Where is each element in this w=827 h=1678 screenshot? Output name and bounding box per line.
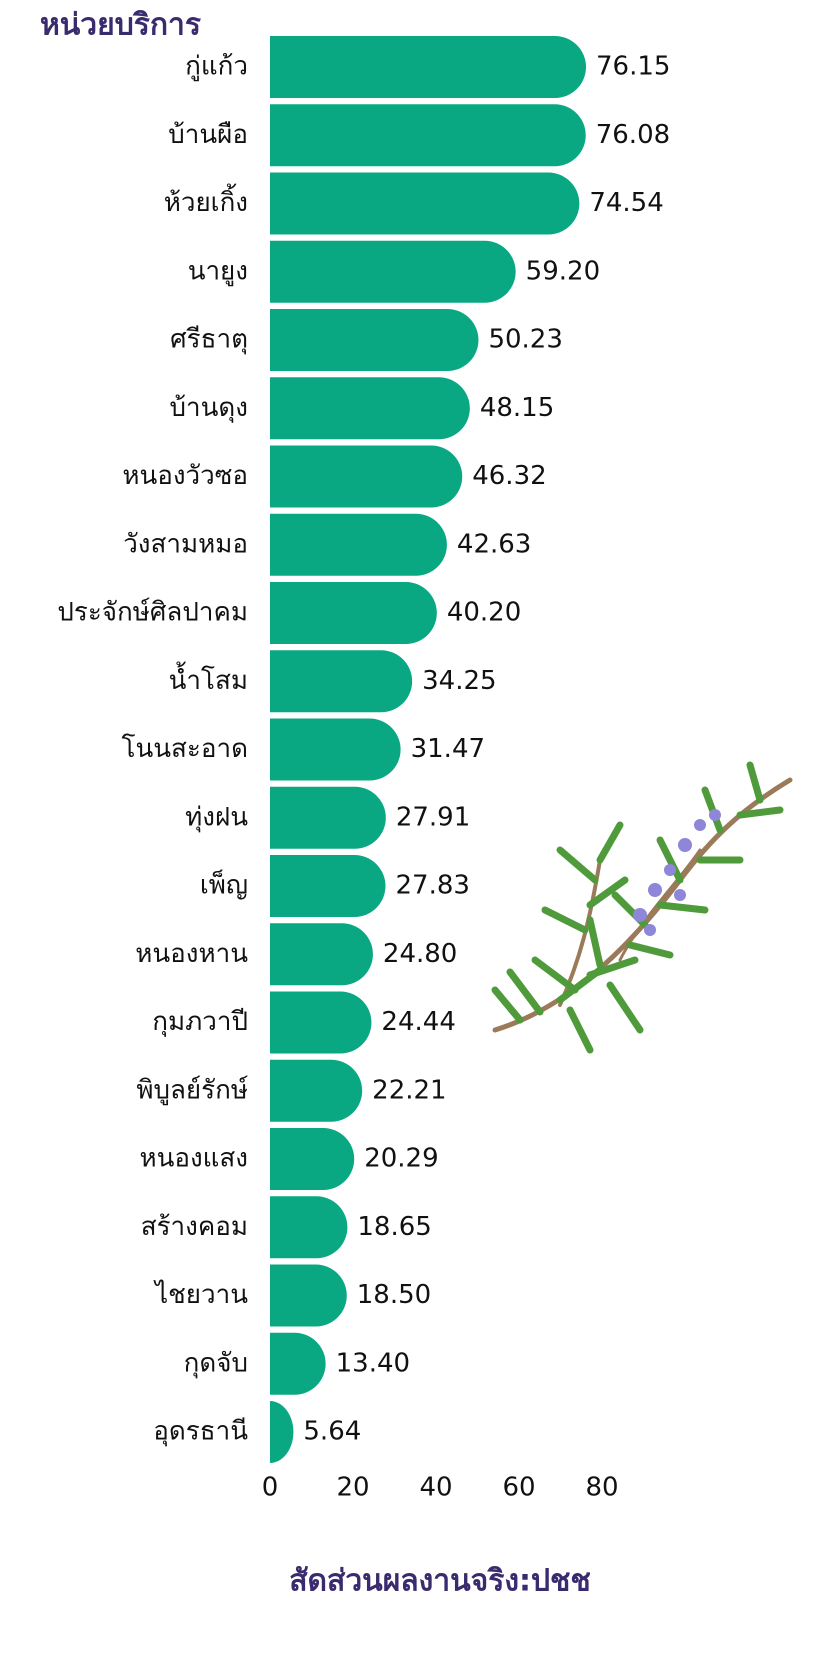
x-tick-label: 20 [336, 1473, 369, 1503]
bar [270, 1401, 293, 1463]
rosemary-illustration [495, 765, 790, 1050]
category-label: เพ็ญ [200, 869, 248, 901]
value-label: 76.15 [596, 52, 670, 82]
bar [270, 1196, 347, 1258]
bar [270, 446, 462, 508]
value-label: 48.15 [480, 393, 554, 423]
category-label: โนนสะอาด [122, 733, 248, 764]
category-label: ห้วยเกิ้ง [164, 183, 248, 218]
bar [270, 855, 385, 917]
value-label: 22.21 [372, 1075, 446, 1105]
category-label: กุดจับ [184, 1348, 248, 1378]
x-axis-label: สัดส่วนผลงานจริง:ปชช [289, 1564, 591, 1599]
bar [270, 173, 579, 235]
value-label: 42.63 [457, 529, 531, 559]
bar [270, 1333, 326, 1395]
category-label: ไชยวาน [153, 1279, 248, 1310]
category-label: บ้านดุง [170, 393, 248, 423]
category-label: หนองวัวซอ [122, 461, 248, 491]
category-label: ศรีธาตุ [170, 325, 248, 355]
category-label: ทุ่งฝน [185, 802, 248, 832]
category-label: บ้านผือ [168, 120, 248, 150]
value-label: 40.20 [447, 598, 521, 628]
bar [270, 241, 516, 303]
category-label: ประจักษ์ศิลปาคม [57, 598, 248, 628]
bar [270, 514, 447, 576]
bar [270, 104, 586, 166]
value-label: 20.29 [364, 1144, 438, 1174]
value-label: 18.65 [357, 1212, 431, 1242]
value-label: 24.80 [383, 939, 457, 969]
value-label: 50.23 [488, 325, 562, 355]
value-label: 59.20 [526, 256, 600, 286]
bar [270, 923, 373, 985]
bar [270, 1060, 362, 1122]
chart: หน่วยบริการ สัดส่วนผลงานจริง:ปชช 0 20 40 60… [0, 0, 827, 1674]
value-label: 13.40 [336, 1348, 410, 1378]
value-label: 18.50 [357, 1280, 431, 1310]
bar [270, 36, 586, 98]
bar [270, 1128, 354, 1190]
value-label: 24.44 [381, 1007, 455, 1037]
x-tick-label: 60 [502, 1473, 535, 1503]
value-label: 74.54 [589, 188, 663, 218]
value-label: 27.83 [395, 871, 469, 901]
value-label: 46.32 [472, 461, 546, 491]
bar [270, 650, 412, 712]
bar [270, 1265, 347, 1327]
value-label: 5.64 [303, 1417, 361, 1447]
bar [270, 377, 470, 439]
bar [270, 309, 478, 371]
x-tick-label: 0 [262, 1473, 279, 1503]
chart-title: หน่วยบริการ [40, 8, 201, 43]
value-label: 76.08 [596, 120, 670, 150]
bar [270, 787, 386, 849]
bar [270, 582, 437, 644]
category-label: น้ำโสม [169, 661, 248, 696]
bar [270, 992, 371, 1054]
category-label: กู่แก้ว [185, 52, 248, 82]
category-label: พิบูลย์รักษ์ [136, 1075, 248, 1105]
category-label: วังสามหมอ [123, 529, 248, 559]
category-label: อุดรธานี [153, 1417, 248, 1447]
value-label: 31.47 [411, 734, 485, 764]
category-label: กุมภวาปี [152, 1007, 248, 1037]
category-label: นายูง [188, 256, 248, 286]
bar [270, 719, 401, 781]
x-tick-label: 80 [585, 1473, 618, 1503]
value-label: 34.25 [422, 666, 496, 696]
category-label: หนองแสง [139, 1144, 248, 1174]
value-label: 27.91 [396, 802, 470, 832]
x-tick-label: 40 [419, 1473, 452, 1503]
category-label: สร้างคอม [141, 1212, 248, 1242]
category-label: หนองหาน [135, 939, 248, 969]
